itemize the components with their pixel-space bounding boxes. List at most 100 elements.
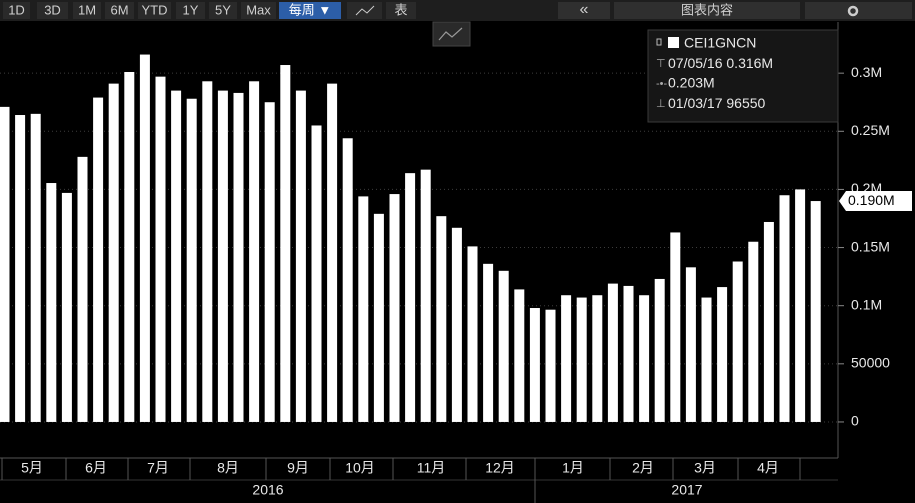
table-button[interactable] (386, 2, 416, 19)
legend-high-value: 0.316M (726, 55, 773, 71)
range-button[interactable] (176, 2, 205, 19)
frequency-button[interactable] (279, 2, 341, 19)
month-label: 11月 (417, 460, 446, 476)
legend-swatch (668, 37, 679, 48)
bar (202, 81, 213, 422)
month-label: 12月 (485, 460, 515, 476)
bar (30, 113, 41, 422)
bar (108, 83, 119, 422)
bar (561, 295, 572, 422)
y-tick-label: 50000 (851, 355, 890, 371)
bar (717, 287, 728, 422)
content-button[interactable] (614, 2, 800, 19)
month-label: 2月 (632, 460, 654, 476)
bar (763, 221, 774, 422)
legend-low: 01/03/17 96550 (668, 95, 766, 111)
frequency-label: 每周 ▼ (289, 2, 331, 17)
bar (592, 295, 603, 422)
bar (295, 90, 306, 422)
bar (670, 232, 681, 422)
bar (171, 90, 182, 422)
range-button[interactable] (241, 2, 276, 19)
range-label: 1D (8, 2, 25, 17)
y-tick-label: 0.1M (851, 296, 882, 312)
legend-name: CEI1GNCN (684, 35, 756, 51)
bar (795, 189, 806, 422)
bar (420, 169, 431, 422)
bar (810, 201, 821, 422)
bar (576, 297, 587, 422)
bar (498, 270, 509, 422)
range-label: 6M (110, 2, 128, 17)
y-tick-label: 0.3M (851, 64, 882, 80)
bar (233, 92, 244, 422)
range-button[interactable] (3, 2, 30, 19)
bar (342, 138, 353, 422)
range-button[interactable] (105, 2, 134, 19)
content-label: 图表内容 (681, 2, 733, 17)
legend (647, 29, 839, 123)
collapse-label: « (580, 1, 589, 18)
bar (654, 278, 665, 422)
year-label: 2016 (252, 482, 283, 498)
bar (514, 289, 525, 422)
bar (467, 246, 478, 422)
collapse-button[interactable] (558, 2, 610, 19)
range-button[interactable] (73, 2, 101, 19)
bar (0, 106, 10, 422)
table-label: 表 (394, 2, 407, 17)
last-value-tag (839, 191, 912, 212)
bar (701, 297, 712, 422)
bar (748, 241, 759, 422)
y-tick-label: 0.25M (851, 122, 890, 138)
range-label: 5Y (215, 2, 231, 17)
bar (280, 65, 291, 422)
chart-icon (355, 5, 375, 16)
bar (607, 283, 618, 422)
bar (15, 115, 26, 422)
bar (732, 261, 743, 422)
bar (186, 98, 197, 422)
range-label: YTD (142, 2, 168, 17)
bar (93, 97, 104, 422)
chart-type-button[interactable] (432, 21, 471, 47)
year-label: 2017 (671, 482, 702, 498)
bar (405, 173, 416, 422)
range-button[interactable] (37, 2, 68, 19)
range-button[interactable] (209, 2, 237, 19)
range-label: 3D (44, 2, 61, 17)
bar (451, 227, 462, 422)
month-label: 4月 (757, 460, 779, 476)
bar (249, 81, 260, 422)
bar (545, 309, 556, 422)
bar (124, 71, 135, 422)
legend-high: 07/05/16 0.316M (668, 55, 773, 71)
bar (639, 295, 650, 422)
bar (529, 308, 540, 422)
legend-average: 0.203M (668, 75, 715, 91)
legend-avg-icon: -•- (656, 78, 668, 90)
bar (389, 194, 400, 422)
bar (483, 263, 494, 422)
legend-low-icon: ⊥ (656, 98, 666, 110)
chart-type-icon (438, 27, 463, 41)
legend-toggle[interactable] (656, 38, 662, 46)
month-label: 3月 (694, 460, 716, 476)
y-tick-label: 0 (851, 413, 859, 429)
bar (264, 102, 275, 422)
legend-low-value: 96550 (726, 95, 765, 111)
range-button[interactable] (138, 2, 171, 19)
month-label: 9月 (287, 460, 309, 476)
settings-button[interactable] (805, 2, 912, 19)
month-label: 7月 (147, 460, 169, 476)
bar (327, 83, 338, 422)
month-label: 5月 (21, 460, 43, 476)
bar (685, 267, 696, 422)
range-label: 1M (78, 2, 96, 17)
bar (311, 125, 322, 422)
bar (77, 156, 88, 422)
month-label: 1月 (562, 460, 584, 476)
bar (779, 195, 790, 422)
bar (436, 216, 447, 422)
